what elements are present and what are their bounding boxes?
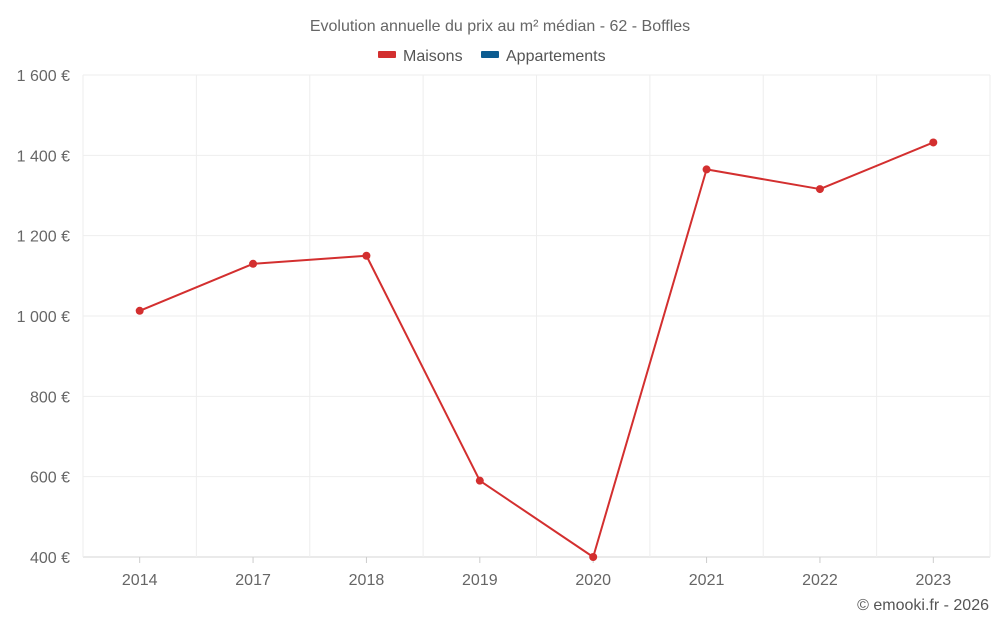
x-tick-label: 2022 — [802, 572, 838, 589]
x-tick-label: 2014 — [122, 572, 158, 589]
legend-item-appartements[interactable]: Appartements — [481, 48, 606, 65]
data-point-maisons-2019[interactable] — [475, 476, 484, 485]
legend-label-appartements: Appartements — [506, 48, 606, 65]
x-tick-label: 2020 — [575, 572, 611, 589]
data-point-maisons-2021[interactable] — [702, 165, 711, 174]
data-point-maisons-2020[interactable] — [589, 553, 598, 561]
series-line-maisons — [139, 141, 934, 558]
x-tick-label: 2023 — [916, 572, 952, 589]
y-tick-label: 1 600 € — [17, 68, 70, 85]
data-point-maisons-2017[interactable] — [249, 259, 258, 268]
y-tick-label: 1 000 € — [17, 309, 70, 326]
data-point-maisons-2014[interactable] — [135, 306, 144, 315]
legend-swatch-appartements — [481, 51, 499, 58]
legend-swatch-maisons — [378, 51, 396, 58]
y-tick-label: 400 € — [30, 550, 70, 567]
x-tick-label: 2018 — [349, 572, 385, 589]
credit-text[interactable]: © emooki.fr - 2026 — [857, 597, 989, 614]
x-tick-label: 2019 — [462, 572, 498, 589]
legend-label-maisons: Maisons — [403, 48, 463, 65]
y-tick-label: 800 € — [30, 389, 70, 406]
legend: Maisons Appartements — [378, 48, 606, 65]
legend-item-maisons[interactable]: Maisons — [378, 48, 463, 65]
data-point-maisons-2022[interactable] — [815, 185, 824, 194]
y-tick-label: 600 € — [30, 470, 70, 487]
y-tick-label: 1 200 € — [17, 229, 70, 246]
y-tick-label: 1 400 € — [17, 148, 70, 165]
axes: 400 € 600 € 800 € 1 000 € 1 200 € 1 400 € 1 60… — [17, 68, 952, 589]
grid — [82, 74, 991, 558]
chart-title: Evolution annuelle du prix au m² médian … — [310, 18, 690, 35]
x-tick-label: 2021 — [689, 572, 725, 589]
series-maisons — [135, 138, 938, 561]
x-tick-label: 2017 — [235, 572, 271, 589]
data-point-maisons-2023[interactable] — [929, 138, 938, 147]
data-point-maisons-2018[interactable] — [362, 251, 371, 260]
